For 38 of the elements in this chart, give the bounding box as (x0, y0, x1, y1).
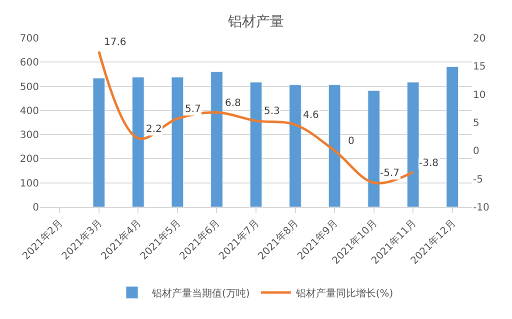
y-tick-label: 500 (20, 82, 39, 93)
y-tick-label: 400 (20, 106, 39, 117)
bar (289, 84, 302, 207)
y2-tick-label: 0 (473, 146, 480, 158)
data-label: 2.2 (146, 124, 162, 135)
data-label: 5.3 (264, 106, 280, 117)
data-label: -3.8 (419, 158, 439, 169)
bar (92, 78, 106, 207)
data-label: 4.6 (303, 110, 319, 121)
y2-tick-label: 5 (473, 118, 480, 129)
bar (328, 84, 341, 207)
data-label: 5.7 (185, 104, 201, 115)
data-label: 17.6 (104, 37, 126, 48)
y2-tick-label: 15 (473, 62, 486, 73)
y-tick-label: 0 (32, 202, 39, 214)
chart-title: 铝材产量 (227, 14, 284, 30)
y-tick-label: 600 (20, 58, 39, 69)
bar (210, 72, 223, 207)
y-tick-label: 300 (20, 130, 39, 142)
bar (446, 66, 458, 207)
bar (406, 82, 420, 207)
legend-label: 铝材产量当期值(万吨) (151, 287, 250, 300)
y-tick-label: 200 (20, 154, 39, 166)
y2-tick-label: -5 (473, 174, 483, 186)
line-series (98, 50, 414, 184)
bar (132, 76, 144, 207)
y2-tick-label: 10 (473, 90, 486, 101)
data-label: 0 (348, 136, 354, 147)
y2-tick-label: -10 (473, 202, 490, 214)
bar (250, 82, 262, 207)
y2-tick-label: 20 (473, 34, 486, 44)
data-label: -5.7 (380, 168, 400, 179)
legend-label: 铝材产量同比增长(%) (294, 287, 394, 300)
y-tick-label: 700 (20, 34, 39, 44)
bar (368, 90, 380, 207)
y-tick-label: 100 (20, 178, 39, 190)
bar (171, 76, 184, 207)
data-label: 6.8 (225, 98, 241, 109)
